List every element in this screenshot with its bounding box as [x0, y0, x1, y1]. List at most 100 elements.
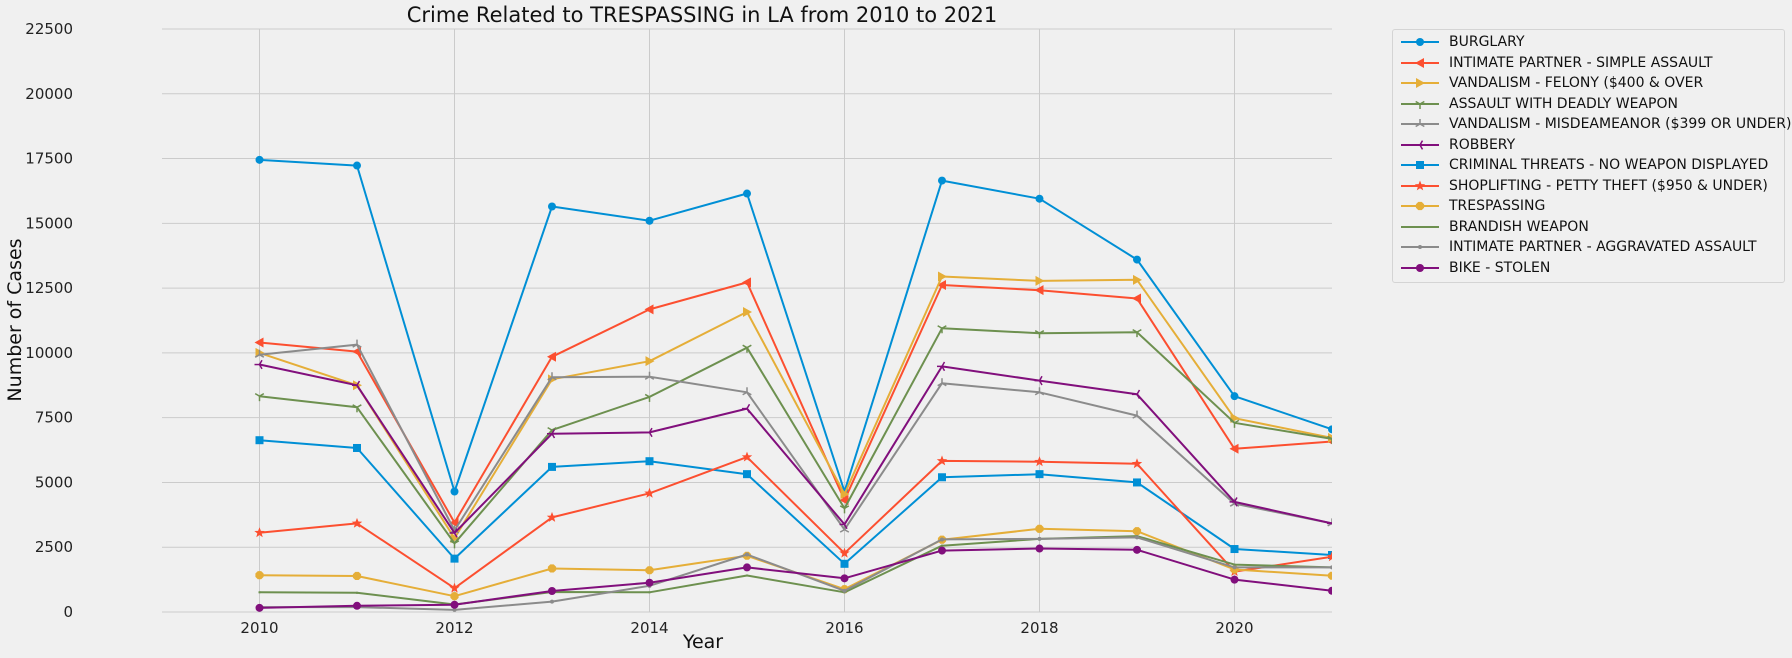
data-point — [746, 574, 748, 577]
legend-label: CRIMINAL THREATS - NO WEAPON DISPLAYED — [1449, 157, 1769, 174]
series-line — [259, 547, 1332, 609]
data-point — [839, 547, 850, 558]
series-line — [259, 281, 1332, 524]
data-point — [938, 473, 946, 482]
series-line — [259, 535, 1332, 606]
legend-item: ROBBERY — [1393, 135, 1784, 156]
legend-swatch — [1401, 78, 1439, 89]
series-robbery — [254, 359, 1332, 538]
series-criminal-threats-no-weapon-displayed — [255, 436, 1332, 568]
data-point — [743, 189, 751, 198]
data-point — [1326, 551, 1332, 562]
y-tick-label: 17500 — [25, 150, 73, 168]
data-point — [743, 563, 751, 572]
data-point — [1034, 285, 1044, 296]
legend-label: BRANDISH WEAPON — [1449, 218, 1589, 235]
series-line — [259, 439, 1332, 565]
legend-marker — [1415, 100, 1425, 109]
data-point — [1034, 375, 1043, 386]
data-point — [1132, 329, 1142, 338]
data-point — [941, 544, 943, 547]
data-point — [644, 427, 653, 438]
legend-item: CRIMINAL THREATS - NO WEAPON DISPLAYED — [1393, 155, 1784, 176]
data-point — [840, 574, 849, 583]
y-tick-label: 10000 — [25, 344, 73, 362]
legend-label: VANDALISM - MISDEAMEANOR ($399 OR UNDER) — [1449, 116, 1792, 133]
data-point — [645, 457, 654, 466]
data-point — [450, 554, 459, 563]
data-point — [644, 371, 655, 380]
data-point — [1035, 470, 1044, 479]
data-point — [1035, 194, 1044, 203]
y-tick-label: 22500 — [25, 20, 73, 38]
legend-marker — [1418, 245, 1422, 250]
data-point — [839, 495, 849, 506]
data-point — [353, 161, 361, 170]
y-tick-label: 15000 — [25, 214, 73, 232]
legend-swatch — [1401, 225, 1439, 228]
data-point — [356, 591, 358, 594]
data-point — [547, 429, 556, 439]
legend-item: SHOPLIFTING - PETTY THEFT ($950 & UNDER) — [1393, 176, 1784, 197]
legend: BURGLARY INTIMATE PARTNER - SIMPLE ASSAUL… — [1392, 29, 1791, 283]
series-burglary — [255, 155, 1332, 496]
data-point — [353, 601, 361, 610]
data-point — [644, 487, 655, 498]
data-point — [741, 451, 753, 462]
legend-item: BRANDISH WEAPON — [1393, 217, 1784, 238]
data-point — [840, 559, 849, 568]
x-tick-label: 2010 — [240, 619, 278, 637]
series-line — [259, 527, 1332, 598]
series-brandish-weapon — [258, 535, 1332, 606]
data-point — [1327, 435, 1332, 444]
legend-item: BIKE - STOLEN — [1393, 258, 1784, 279]
data-point — [254, 337, 264, 348]
data-point — [452, 607, 457, 612]
data-point — [940, 537, 944, 542]
data-point — [352, 380, 361, 390]
data-point — [644, 393, 655, 402]
data-point — [1133, 255, 1141, 264]
data-point — [353, 443, 361, 452]
series-line — [259, 275, 1332, 540]
legend-swatch — [1401, 180, 1439, 191]
data-point — [645, 566, 654, 575]
data-point — [1034, 456, 1045, 467]
series-line — [259, 363, 1332, 534]
data-point — [937, 280, 946, 291]
data-point — [351, 517, 363, 528]
legend-label: TRESPASSING — [1449, 198, 1546, 215]
legend-label: BIKE - STOLEN — [1449, 259, 1551, 276]
y-axis-ticks: 0 2500 5000 7500 10000 12500 15000 17500 20000 22… — [25, 20, 73, 621]
legend-item: TRESPASSING — [1393, 196, 1784, 217]
legend-swatch — [1401, 245, 1439, 250]
data-point — [449, 540, 460, 549]
data-point — [1229, 443, 1239, 454]
x-axis-ticks: 2010 2012 2014 2016 2018 2020 — [240, 619, 1253, 637]
legend-swatch — [1401, 202, 1439, 211]
data-point — [548, 374, 557, 385]
data-point — [254, 359, 263, 370]
data-point — [648, 591, 651, 594]
data-point — [743, 470, 751, 479]
data-point — [450, 592, 459, 601]
data-point — [254, 349, 265, 358]
legend-marker — [1414, 180, 1426, 191]
data-point — [450, 487, 459, 496]
x-axis-label: Year — [682, 631, 723, 653]
data-point — [1327, 571, 1332, 580]
data-point — [1230, 545, 1239, 554]
data-point — [547, 372, 557, 381]
data-point — [1132, 410, 1142, 419]
data-point — [842, 588, 847, 593]
chart-title: Crime Related to TRESPASSING in LA from … — [407, 3, 998, 27]
data-point — [1034, 330, 1045, 339]
data-point — [839, 519, 848, 530]
legend-marker — [1416, 263, 1424, 272]
data-point — [742, 403, 751, 414]
legend-label: VANDALISM - FELONY ($400 & OVER — [1449, 75, 1704, 92]
legend-item: BURGLARY — [1393, 32, 1784, 53]
series-bike-stolen — [255, 544, 1332, 612]
grid-lines — [162, 28, 1332, 613]
y-tick-label: 5000 — [35, 473, 73, 491]
